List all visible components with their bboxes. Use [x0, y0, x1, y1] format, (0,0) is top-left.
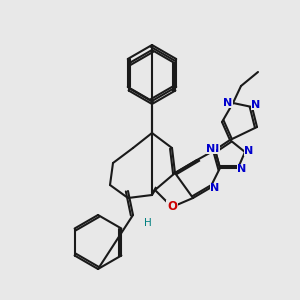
- Text: H: H: [144, 218, 152, 228]
- Text: N: N: [251, 100, 261, 110]
- Text: O: O: [167, 200, 177, 214]
- Text: N: N: [237, 164, 247, 174]
- Text: N: N: [224, 98, 232, 108]
- Text: N: N: [210, 144, 220, 154]
- Text: N: N: [206, 144, 216, 154]
- Text: N: N: [210, 183, 220, 193]
- Text: N: N: [244, 146, 253, 156]
